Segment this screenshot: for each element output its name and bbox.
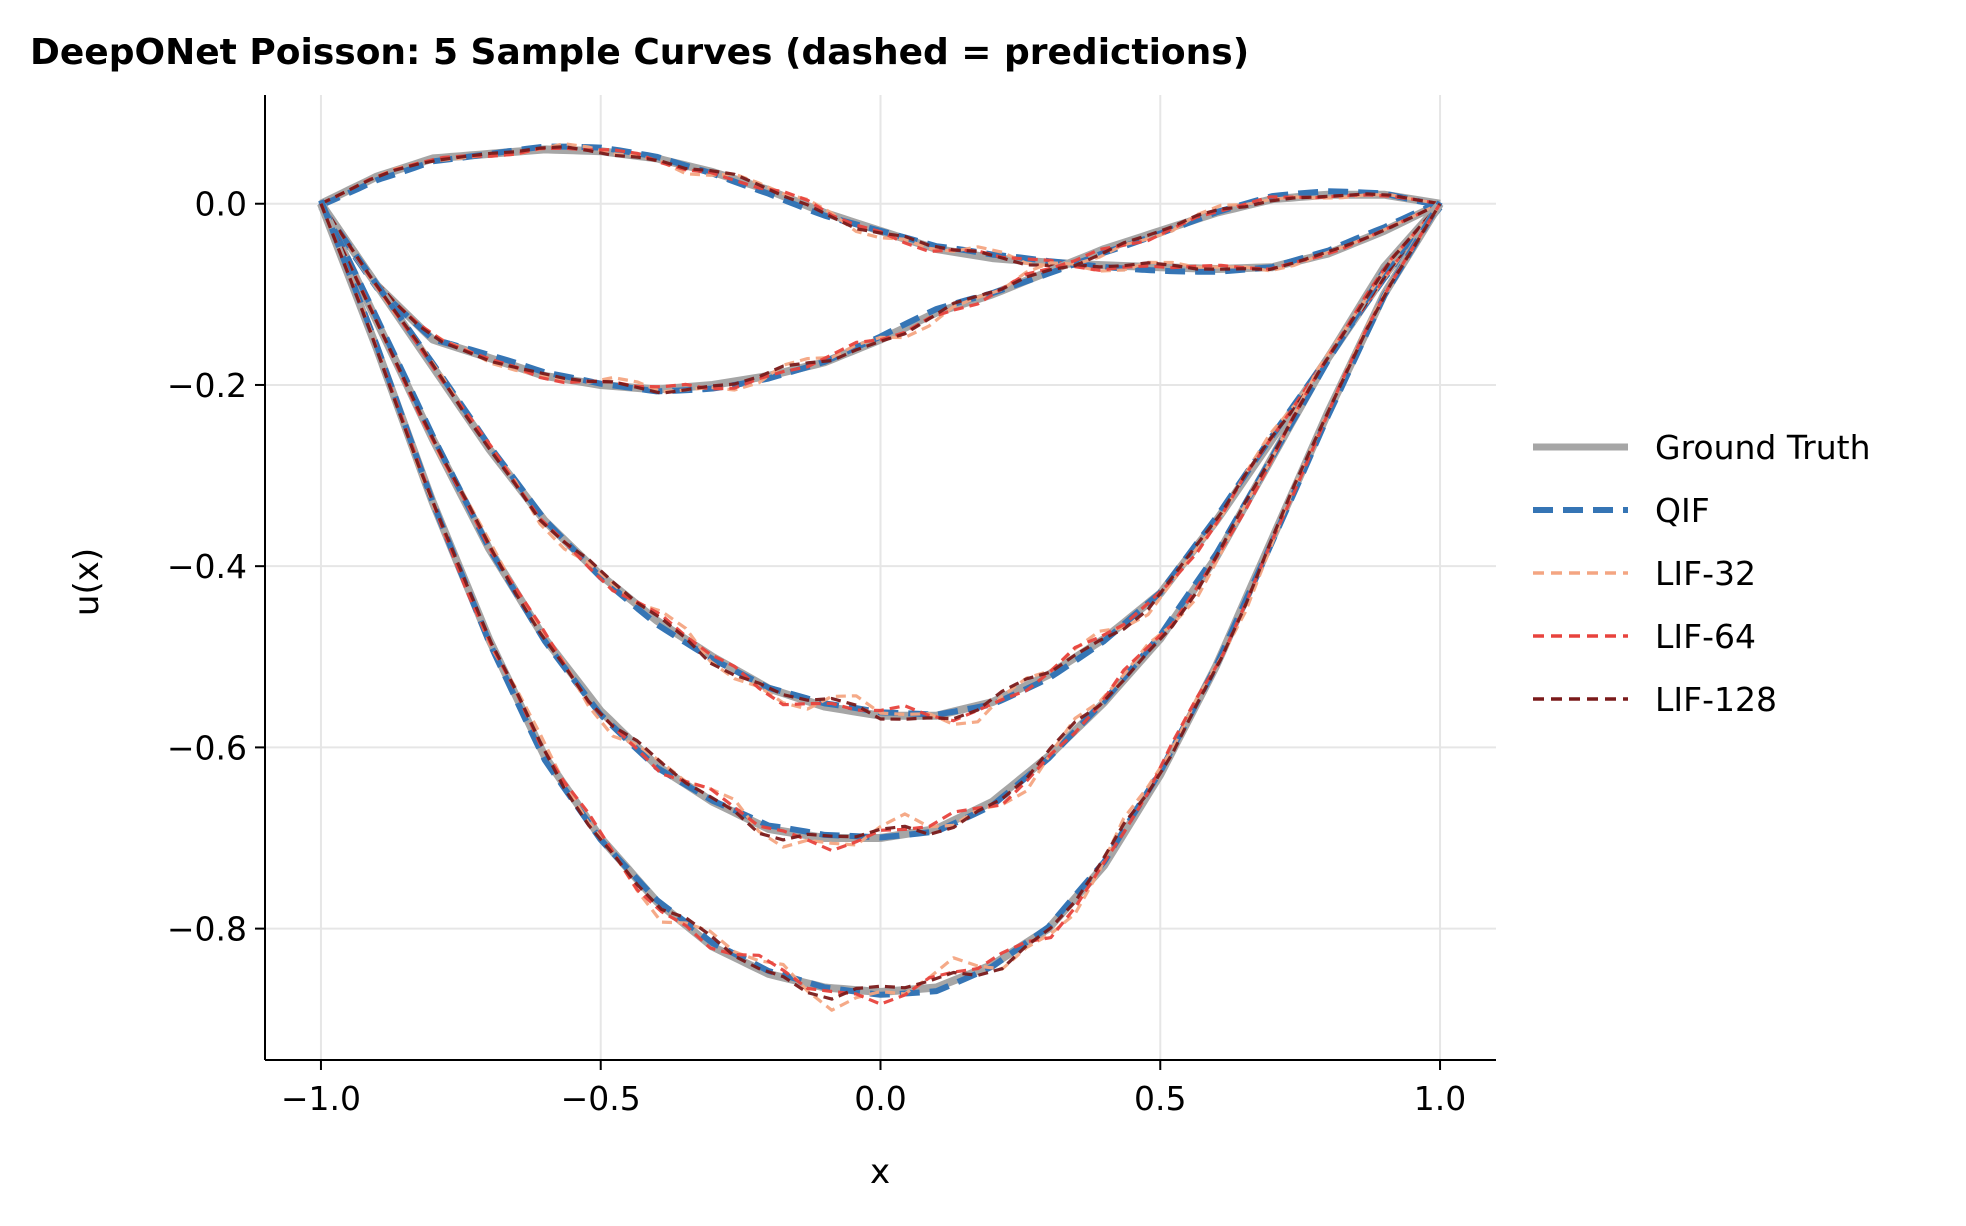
y-tick-label: 0.0 — [195, 185, 247, 224]
series-line-lif32-2 — [319, 193, 1441, 394]
grid — [265, 95, 1496, 1060]
legend-label-lif64: LIF-64 — [1655, 617, 1756, 656]
y-tick-label: −0.8 — [167, 910, 247, 949]
series-line-lif128-5 — [319, 202, 1442, 1001]
y-tick-label: −0.2 — [167, 366, 247, 405]
x-tick-label: 1.0 — [1414, 1079, 1466, 1118]
series-layer — [317, 142, 1444, 1012]
y-tick-label: −0.4 — [167, 547, 247, 586]
legend: Ground Truth QIF LIF-32 LIF-64 LIF-128 — [1533, 428, 1871, 719]
x-axis-label: x — [870, 1152, 890, 1192]
legend-label-qif: QIF — [1655, 491, 1710, 530]
x-tick-label: −1.0 — [281, 1079, 361, 1118]
legend-label-lif128: LIF-128 — [1655, 680, 1777, 719]
chart-title: DeepONet Poisson: 5 Sample Curves (dashe… — [30, 32, 1249, 73]
y-tick-label: −0.6 — [167, 728, 247, 767]
series-line-lif128-3 — [319, 202, 1442, 721]
legend-label-lif32: LIF-32 — [1655, 554, 1756, 593]
series-line-qif-4 — [318, 201, 1443, 841]
series-line-lif128-1 — [320, 145, 1441, 272]
x-tick-label: 0.5 — [1134, 1079, 1186, 1118]
series-line-lif64-2 — [319, 193, 1441, 391]
series-line-lif32-5 — [319, 202, 1442, 1012]
series-line-qif-5 — [318, 199, 1443, 998]
x-tick-label: −0.5 — [561, 1079, 641, 1118]
x-tick-label: 0.0 — [854, 1079, 906, 1118]
y-axis-label: u(x) — [67, 548, 107, 616]
series-line-lif128-4 — [319, 202, 1442, 842]
legend-label-gt: Ground Truth — [1655, 428, 1871, 467]
ticks: −1.0 −0.5 0.0 0.5 1.0 0.0 −0.2 −0.4 −0.6 −0.8 — [167, 185, 1466, 1118]
